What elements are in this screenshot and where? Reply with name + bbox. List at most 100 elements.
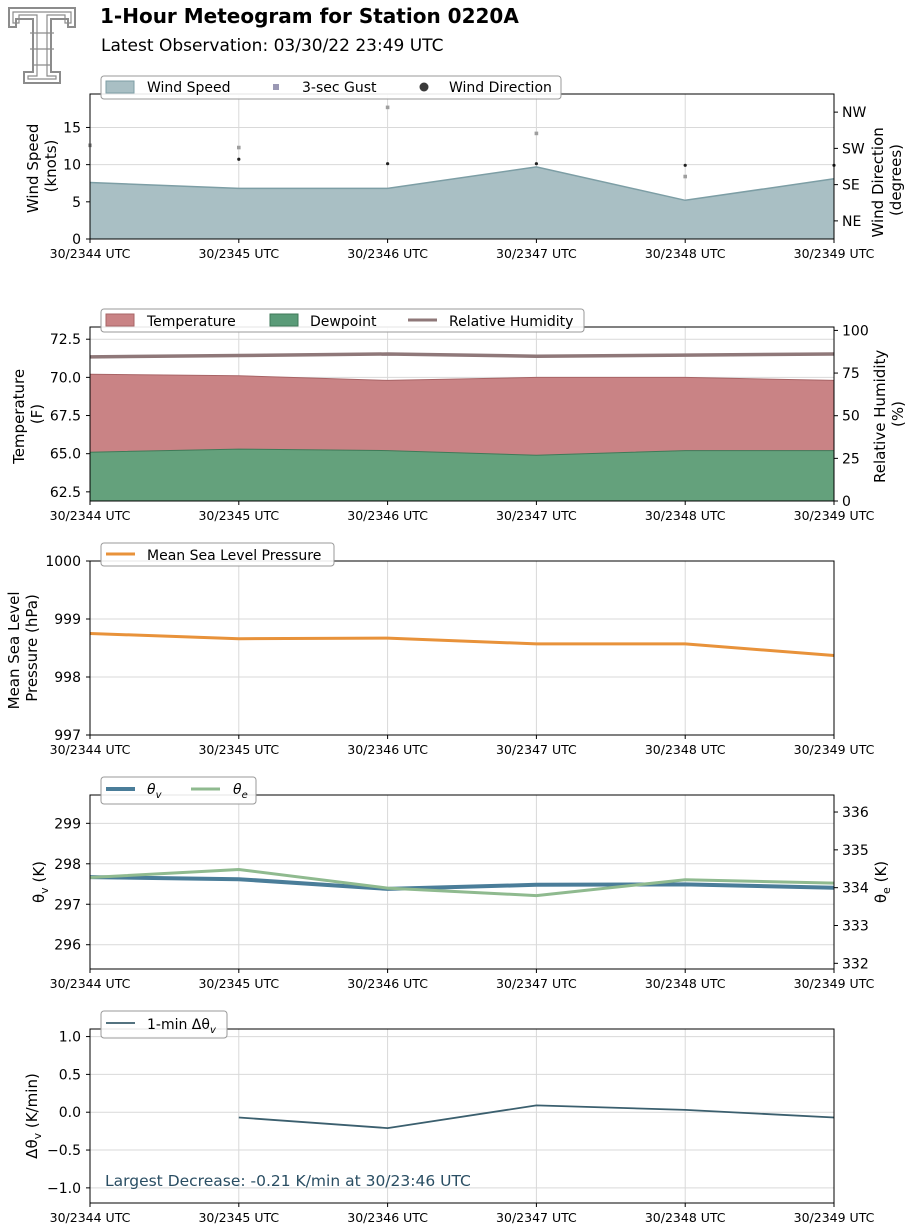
legend-label-rh: Relative Humidity	[449, 314, 573, 330]
x-tick-label: 30/2344 UTC	[50, 508, 131, 523]
x-tick-label: 30/2349 UTC	[794, 508, 875, 523]
university-logo	[8, 7, 76, 84]
x-tick-label: 30/2345 UTC	[198, 742, 279, 757]
y-tick-label: 298	[54, 857, 81, 873]
y2-tick-label: 335	[842, 843, 869, 859]
theta-legend: θv θe	[100, 776, 257, 805]
x-tick-label: 30/2348 UTC	[645, 742, 726, 757]
x-tick-label: 30/2347 UTC	[496, 246, 577, 261]
y2-tick-label: 332	[842, 956, 869, 972]
gust-point	[385, 105, 390, 110]
dtheta-y-axis-label: Δθv (K/min)	[23, 1073, 44, 1159]
x-tick-label: 30/2349 UTC	[794, 976, 875, 991]
y2-tick-label: 50	[842, 409, 860, 425]
gust-point	[534, 131, 539, 136]
dtheta-line	[238, 1104, 835, 1130]
y2-tick-label: NE	[842, 214, 861, 230]
y-tick-label: 1.0	[59, 1030, 81, 1046]
y-tick-label: 15	[63, 120, 81, 136]
thermo-y-axis-label: Temperature (F)	[10, 364, 46, 465]
wind-y-axis-label: Wind Speed (knots)	[24, 119, 60, 213]
thermo-panel: 62.5 65.0 67.5 70.0 72.5 0 25 50 75 100 30/2344 …	[10, 308, 907, 523]
pressure-x-ticks: 30/2344 UTC 30/2345 UTC 30/2346 UTC 30/2347…	[50, 735, 875, 757]
pressure-line	[89, 632, 835, 657]
legend-label-wind-direction: Wind Direction	[449, 80, 552, 96]
gust-point	[683, 174, 687, 179]
x-tick-label: 30/2344 UTC	[50, 1210, 131, 1225]
wind-direction-point	[534, 162, 539, 166]
wind-legend: Wind Speed 3-sec Gust Wind Direction	[100, 75, 562, 100]
thermo-x-ticks: 30/2344 UTC 30/2345 UTC 30/2346 UTC 30/2347…	[50, 501, 875, 523]
wind-speed-edge	[89, 166, 835, 202]
x-tick-label: 30/2347 UTC	[496, 508, 577, 523]
y-tick-label: −0.5	[47, 1143, 81, 1159]
x-tick-label: 30/2349 UTC	[794, 1210, 875, 1225]
y2-tick-label: 100	[842, 323, 869, 339]
theta-y-axis-label: θv (K)	[30, 861, 51, 903]
x-tick-label: 30/2348 UTC	[645, 976, 726, 991]
y-tick-label: 997	[54, 728, 81, 744]
theta-v-line	[89, 875, 835, 891]
y-tick-label: 62.5	[50, 485, 81, 501]
thermo-y2-ticks: 0 25 50 75 100	[834, 323, 869, 510]
y2-tick-label: 336	[842, 805, 869, 821]
legend-label-gust: 3-sec Gust	[302, 80, 377, 96]
wind-speed-area	[90, 166, 834, 239]
wind-direction-point	[237, 157, 241, 161]
x-tick-label: 30/2346 UTC	[347, 976, 428, 991]
theta-panel: 296 297 298 299 332 333 334 335 336 30/2344 UTC…	[30, 776, 893, 991]
pressure-legend: Mean Sea Level Pressure	[100, 542, 335, 567]
wind-y2-ticks: NE SE SW NW	[834, 105, 866, 230]
dtheta-plot-frame	[89, 1028, 835, 1204]
y-tick-label: 297	[54, 897, 81, 913]
theta-x-ticks: 30/2344 UTC 30/2345 UTC 30/2346 UTC 30/2347…	[50, 969, 875, 991]
y-tick-label: 5	[72, 195, 81, 211]
y2-tick-label: 0	[842, 494, 851, 510]
y-tick-label: 72.5	[50, 332, 81, 348]
x-tick-label: 30/2348 UTC	[645, 246, 726, 261]
x-tick-label: 30/2348 UTC	[645, 1210, 726, 1225]
x-tick-label: 30/2346 UTC	[347, 246, 428, 261]
legend-swatch-temperature	[105, 313, 135, 327]
thermo-y-ticks: 62.5 65.0 67.5 70.0 72.5	[50, 332, 90, 501]
legend-label-pressure: Mean Sea Level Pressure	[147, 548, 321, 564]
thermo-y2-axis-label: Relative Humidity (%)	[871, 345, 907, 483]
x-tick-label: 30/2344 UTC	[50, 742, 131, 757]
pressure-plot-frame	[89, 560, 835, 736]
y-tick-label: 67.5	[50, 409, 81, 425]
y2-tick-label: 75	[842, 366, 860, 382]
dewpoint-area	[89, 448, 835, 502]
x-tick-label: 30/2346 UTC	[347, 508, 428, 523]
x-tick-label: 30/2347 UTC	[496, 1210, 577, 1225]
x-tick-label: 30/2349 UTC	[794, 246, 875, 261]
theta-e-line	[89, 867, 835, 898]
x-tick-label: 30/2344 UTC	[50, 246, 131, 261]
gust-point	[237, 145, 241, 150]
rh-line	[89, 352, 835, 359]
thermo-legend: Temperature Dewpoint Relative Humidity	[100, 308, 585, 333]
dtheta-annotation: Largest Decrease: -0.21 K/min at 30/23:4…	[105, 1172, 471, 1190]
y2-tick-label: SE	[842, 178, 860, 194]
legend-label-wind-speed: Wind Speed	[147, 80, 231, 96]
y-tick-label: 0.5	[59, 1067, 81, 1083]
x-tick-label: 30/2347 UTC	[496, 976, 577, 991]
y2-tick-label: SW	[842, 141, 865, 157]
y-tick-label: −1.0	[47, 1181, 81, 1197]
y-tick-label: 0	[72, 232, 81, 248]
y-tick-label: 10	[63, 158, 81, 174]
wind-y2-axis-label: Wind Direction (degrees)	[869, 122, 905, 237]
x-tick-label: 30/2345 UTC	[198, 1210, 279, 1225]
theta-y2-axis-label: θe (K)	[872, 861, 893, 903]
y-tick-label: 299	[54, 816, 81, 832]
x-tick-label: 30/2349 UTC	[794, 742, 875, 757]
dtheta-x-ticks: 30/2344 UTC 30/2345 UTC 30/2346 UTC 30/2347…	[50, 1203, 875, 1225]
theta-y2-ticks: 332 333 334 335 336	[834, 805, 869, 972]
legend-swatch-wind-direction	[419, 82, 429, 92]
y2-tick-label: NW	[842, 105, 866, 121]
y-tick-label: 999	[54, 612, 81, 628]
x-tick-label: 30/2348 UTC	[645, 508, 726, 523]
y2-tick-label: 334	[842, 881, 869, 897]
y-tick-label: 296	[54, 938, 81, 954]
